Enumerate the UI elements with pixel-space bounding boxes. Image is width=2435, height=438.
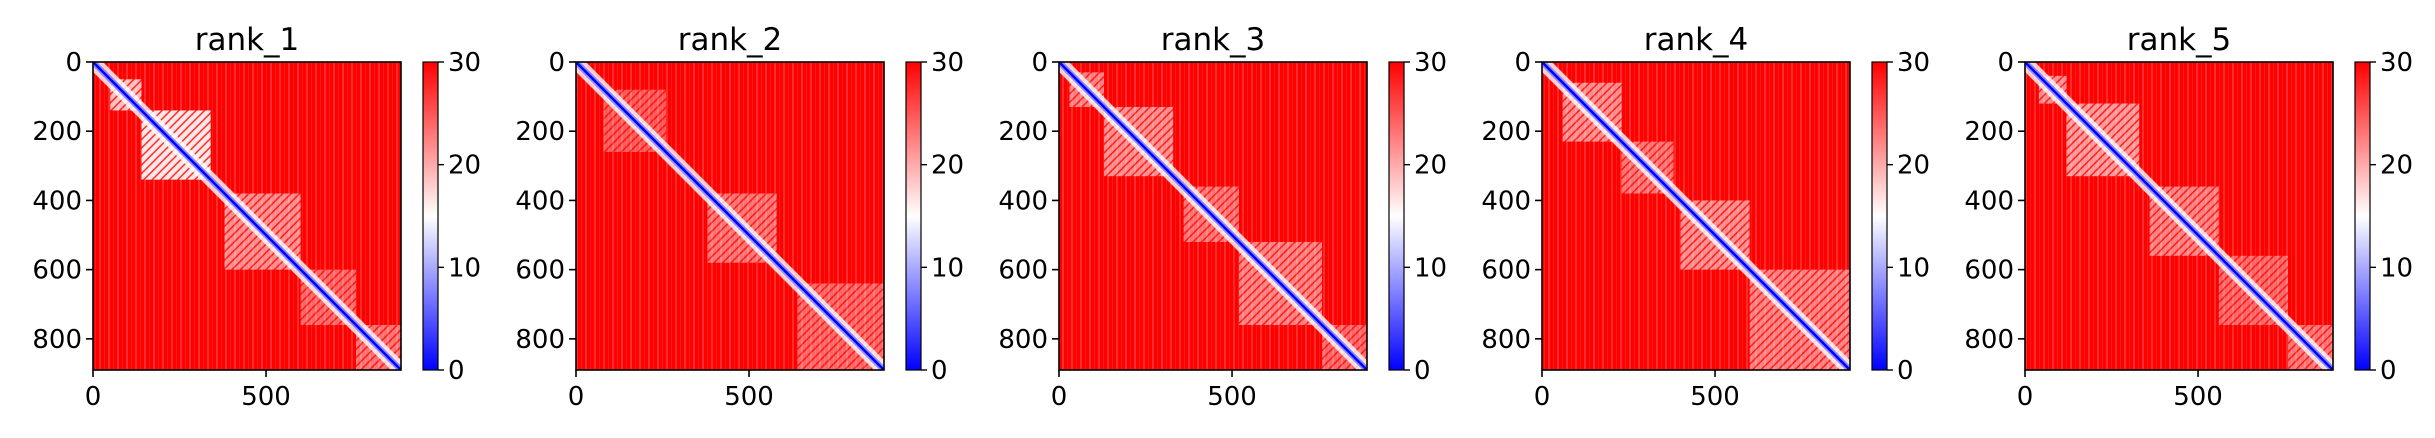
diagonal-line	[1542, 62, 1850, 370]
colorbar	[422, 61, 439, 371]
colorbar	[2354, 61, 2371, 371]
colorbar-tick-label: 20	[2380, 151, 2413, 181]
y-tick-label: 400	[998, 186, 1048, 216]
x-tick-label: 500	[2173, 382, 2223, 412]
panel-title: rank_1	[195, 22, 300, 58]
colorbar-tick-label: 30	[931, 48, 964, 78]
x-tick-label: 0	[85, 382, 102, 412]
y-tick-label: 800	[32, 325, 82, 355]
x-tick-label: 500	[241, 382, 291, 412]
x-tick-label: 0	[1534, 382, 1551, 412]
y-tick-label: 0	[1514, 48, 1531, 78]
colorbar-tick-label: 0	[931, 356, 948, 386]
colorbar-tick-label: 0	[448, 356, 465, 386]
y-tick-label: 600	[1481, 256, 1531, 286]
x-tick-label: 500	[724, 382, 774, 412]
y-tick-label: 800	[1964, 325, 2014, 355]
y-tick-label: 400	[1964, 186, 2014, 216]
y-tick-label: 400	[32, 186, 82, 216]
colorbar	[905, 61, 922, 371]
y-tick-label: 0	[65, 48, 82, 78]
x-tick-label: 0	[2017, 382, 2034, 412]
colorbar-tick-label: 20	[1414, 151, 1447, 181]
colorbar	[1871, 61, 1888, 371]
colorbar-tick-label: 0	[1897, 356, 1914, 386]
y-tick-label: 200	[998, 117, 1048, 147]
x-tick-label: 0	[568, 382, 585, 412]
colorbar-tick-label: 10	[2380, 253, 2413, 283]
y-tick-label: 600	[998, 256, 1048, 286]
diagonal-line	[2025, 62, 2333, 370]
colorbar-tick-label: 30	[1897, 48, 1930, 78]
y-tick-label: 200	[1964, 117, 2014, 147]
diagonal-line	[1059, 62, 1367, 370]
y-tick-label: 0	[548, 48, 565, 78]
y-tick-label: 600	[1964, 256, 2014, 286]
diagonal-line	[576, 62, 884, 370]
colorbar-tick-label: 30	[2380, 48, 2413, 78]
axes-frame	[92, 61, 402, 371]
colorbar-tick-label: 10	[448, 253, 481, 283]
heatmap-matrix	[2025, 62, 2333, 370]
axes-frame	[1058, 61, 1368, 371]
colorbar-tick-label: 30	[1414, 48, 1447, 78]
colorbar-tick-label: 10	[1897, 253, 1930, 283]
y-tick-label: 200	[32, 117, 82, 147]
x-tick-label: 500	[1690, 382, 1740, 412]
colorbar	[1388, 61, 1405, 371]
y-tick-label: 800	[515, 325, 565, 355]
heatmap-matrix	[1542, 62, 1850, 370]
panel-title: rank_5	[2127, 22, 2232, 58]
colorbar-tick-label: 20	[448, 151, 481, 181]
axes-frame	[575, 61, 885, 371]
colorbar-tick-label: 20	[931, 151, 964, 181]
colorbar-tick-label: 10	[931, 253, 964, 283]
y-tick-label: 600	[32, 256, 82, 286]
panel-title: rank_3	[1161, 22, 1266, 58]
y-tick-label: 600	[515, 256, 565, 286]
y-tick-label: 200	[1481, 117, 1531, 147]
y-tick-label: 800	[998, 325, 1048, 355]
x-tick-label: 500	[1207, 382, 1257, 412]
heatmap-matrix	[1059, 62, 1367, 370]
y-tick-label: 200	[515, 117, 565, 147]
x-tick-label: 0	[1051, 382, 1068, 412]
colorbar-tick-label: 10	[1414, 253, 1447, 283]
y-tick-label: 800	[1481, 325, 1531, 355]
colorbar-tick-label: 0	[1414, 356, 1431, 386]
heatmap-matrix	[93, 62, 401, 370]
y-tick-label: 0	[1031, 48, 1048, 78]
panel-title: rank_2	[678, 22, 783, 58]
panel-title: rank_4	[1644, 22, 1749, 58]
y-tick-label: 0	[1997, 48, 2014, 78]
y-tick-label: 400	[1481, 186, 1531, 216]
colorbar-tick-label: 30	[448, 48, 481, 78]
y-tick-label: 400	[515, 186, 565, 216]
colorbar-tick-label: 0	[2380, 356, 2397, 386]
axes-frame	[2024, 61, 2334, 371]
diagonal-line	[93, 62, 401, 370]
axes-frame	[1541, 61, 1851, 371]
colorbar-tick-label: 20	[1897, 151, 1930, 181]
heatmap-matrix	[576, 62, 884, 370]
